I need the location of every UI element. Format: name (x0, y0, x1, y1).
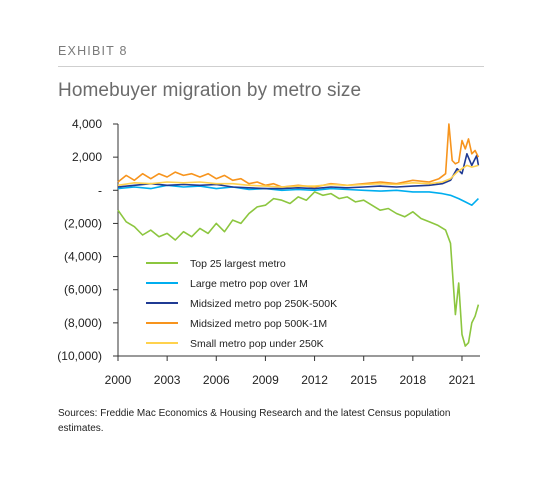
legend-label: Small metro pop under 250K (190, 338, 324, 350)
x-tick-label: 2006 (203, 373, 230, 387)
y-tick-label: (6,000) (64, 283, 102, 297)
x-tick-label: 2021 (449, 373, 476, 387)
exhibit-label: EXHIBIT 8 (58, 44, 128, 58)
legend-label: Large metro pop over 1M (190, 278, 308, 290)
y-tick-label: (2,000) (64, 216, 102, 230)
chart-legend: Top 25 largest metro Large metro pop over… (146, 258, 337, 350)
line-chart: 4,000 2,000 - (2,000) (4,000) (6,000) (8,000) (… (57, 117, 480, 387)
legend-label: Top 25 largest metro (190, 258, 286, 270)
x-tick-label: 2009 (252, 373, 279, 387)
x-tick-label: 2000 (105, 373, 132, 387)
y-tick-label: - (98, 183, 102, 197)
x-tick-label: 2015 (350, 373, 377, 387)
y-tick-label: (8,000) (64, 316, 102, 330)
legend-label: Midsized metro pop 500K-1M (190, 318, 327, 330)
series-line-1 (117, 191, 480, 347)
chart-axes: 4,000 2,000 - (2,000) (4,000) (6,000) (8,000) (… (57, 117, 480, 387)
x-tick-label: 2018 (399, 373, 426, 387)
exhibit-divider (58, 66, 484, 67)
y-tick-label: 4,000 (72, 117, 102, 131)
chart-series-lines (117, 123, 480, 347)
series-line-5 (117, 164, 479, 188)
legend-label: Midsized metro pop 250K-500K (190, 298, 337, 310)
series-line-4 (117, 123, 480, 188)
y-tick-label: (10,000) (57, 349, 102, 363)
series-line-2 (117, 184, 479, 206)
y-tick-label: 2,000 (72, 150, 102, 164)
y-tick-label: (4,000) (64, 250, 102, 264)
source-note: Sources: Freddie Mac Economics & Housing… (58, 408, 451, 434)
chart-title: Homebuyer migration by metro size (58, 80, 362, 101)
x-tick-label: 2012 (301, 373, 328, 387)
x-tick-label: 2003 (154, 373, 181, 387)
